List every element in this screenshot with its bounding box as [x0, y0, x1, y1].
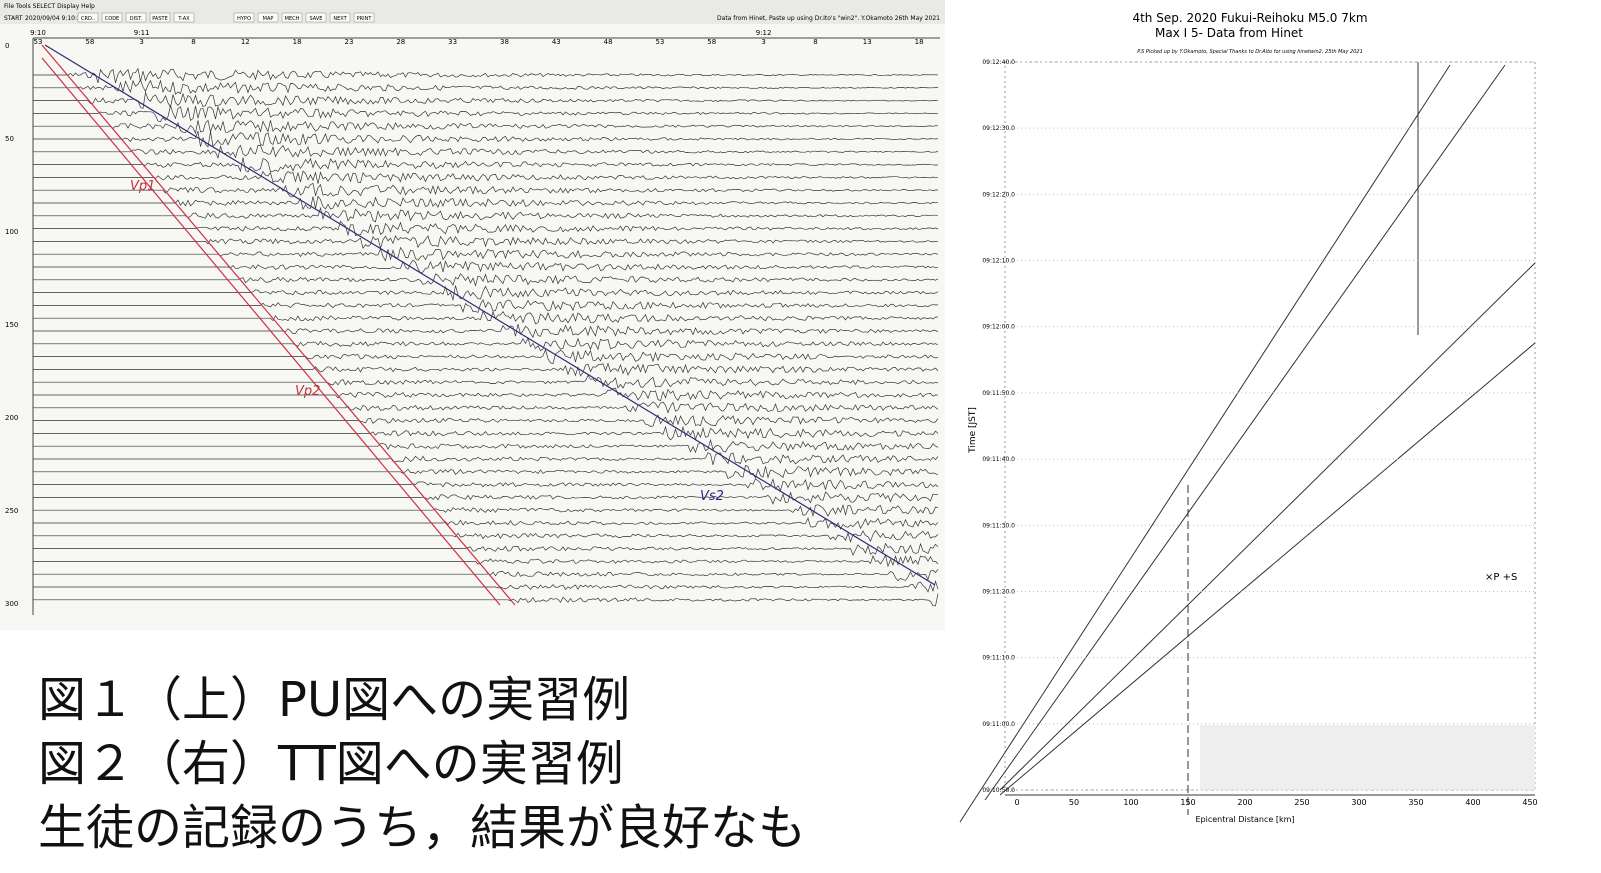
time-label: 53: [655, 38, 664, 46]
x-tick-label: 150: [1180, 798, 1195, 807]
noise: [1200, 725, 1535, 790]
x-tick-label: 350: [1408, 798, 1423, 807]
button-label: CRD..: [81, 16, 95, 22]
trace-label: 100: [5, 228, 18, 236]
y-tick-label: 09:11:00.0: [982, 721, 1015, 728]
trace-label: 250: [5, 507, 18, 515]
y-tick-label: 09:11:40.0: [982, 456, 1015, 463]
x-tick-label: 300: [1351, 798, 1366, 807]
button-label: SAVE: [310, 16, 323, 22]
y-tick-label: 09:12:10.0: [982, 258, 1015, 265]
x-tick-label: 400: [1465, 798, 1480, 807]
time-label: 18: [293, 38, 302, 46]
time-label: 28: [396, 38, 405, 46]
button-label: MECH: [285, 16, 300, 22]
y-tick-label: 09:11:50.0: [982, 390, 1015, 397]
button-label: CODE: [105, 16, 119, 22]
tt-title2: Max I 5- Data from Hinet: [1155, 26, 1303, 40]
caption: 図１（上）PU図への実習例: [38, 676, 630, 724]
button-label: NEXT: [333, 16, 347, 22]
trace-label: 200: [5, 414, 18, 422]
minute-label: 9:12: [756, 29, 772, 37]
x-tick-label: 450: [1522, 798, 1537, 807]
fit-line: [960, 65, 1450, 822]
minute-label: 9:11: [134, 29, 150, 37]
trace-label: 0: [5, 42, 9, 50]
y-tick-label: 09:12:40.0: [982, 59, 1015, 66]
x-tick-label: 50: [1069, 798, 1079, 807]
x-tick-label: 0: [1014, 798, 1019, 807]
button-label: PASTE: [152, 16, 168, 22]
credit: Data from Hinet, Paste up using Dr.Ito's…: [717, 15, 940, 22]
minute-label: 9:10: [30, 29, 46, 37]
y-tick-label: 09:12:00.0: [982, 324, 1015, 331]
tt-legend: ×P +S: [1485, 572, 1517, 583]
tt-frame: [1005, 62, 1535, 790]
time-label: 48: [604, 38, 613, 46]
start-label: START: [4, 15, 23, 22]
time-label: 12: [241, 38, 250, 46]
time-label: 18: [915, 38, 924, 46]
start-value: 2020/09/04 9:10:34: [25, 15, 85, 22]
trace-label: 300: [5, 600, 18, 608]
y-tick-label: 09:11:10.0: [982, 655, 1015, 662]
y-tick-label: 09:12:30.0: [982, 125, 1015, 132]
time-label: 43: [552, 38, 561, 46]
x-tick-label: 100: [1123, 798, 1138, 807]
time-label: 23: [345, 38, 354, 46]
button-label: HYPO: [237, 16, 251, 22]
time-label: 58: [85, 38, 94, 46]
y-tick-label: 09:11:30.0: [982, 522, 1015, 529]
time-label: 3: [761, 38, 765, 46]
tt-subtitle: P,S Picked up by Y.Okamoto, Special Than…: [1137, 49, 1363, 55]
y-tick-label: 09:11:20.0: [982, 588, 1015, 595]
time-label: 58: [707, 38, 716, 46]
y-tick-label: 09:10:50.0: [982, 787, 1015, 794]
page: File Tools SELECT Display Help START 202…: [0, 0, 1601, 873]
time-label: 33: [448, 38, 457, 46]
handwritten-note: Vs2: [700, 489, 724, 504]
fit-line: [985, 65, 1505, 800]
handwritten-note: Vp1: [130, 179, 155, 194]
button-label: PRINT: [357, 16, 373, 22]
time-label: 8: [191, 38, 195, 46]
caption: 図２（右）TT図への実習例: [38, 740, 624, 788]
time-label: 38: [500, 38, 509, 46]
x-tick-label: 250: [1294, 798, 1309, 807]
time-label: 53: [34, 38, 43, 46]
button-label: T-AX: [177, 16, 190, 22]
caption: 生徒の記録のうち，結果が良好なも: [38, 804, 806, 852]
y-tick-label: 09:12:20.0: [982, 191, 1015, 198]
menu: File Tools SELECT Display Help: [4, 3, 95, 10]
x-tick-label: 200: [1237, 798, 1252, 807]
time-label: 13: [863, 38, 872, 46]
button-label: MAP: [263, 16, 274, 22]
trace-label: 150: [5, 321, 18, 329]
time-label: 3: [139, 38, 143, 46]
time-label: 8: [813, 38, 817, 46]
tt-y-label: Time [JST]: [968, 407, 978, 454]
button-label: DIST.: [130, 16, 143, 22]
handwritten-note: Vp2: [295, 384, 320, 399]
tt-x-label: Epicentral Distance [km]: [1195, 815, 1294, 824]
tt-title: 4th Sep. 2020 Fukui-Reihoku M5.0 7km: [1132, 11, 1367, 25]
trace-label: 50: [5, 135, 14, 143]
fit-line: [1000, 263, 1535, 790]
